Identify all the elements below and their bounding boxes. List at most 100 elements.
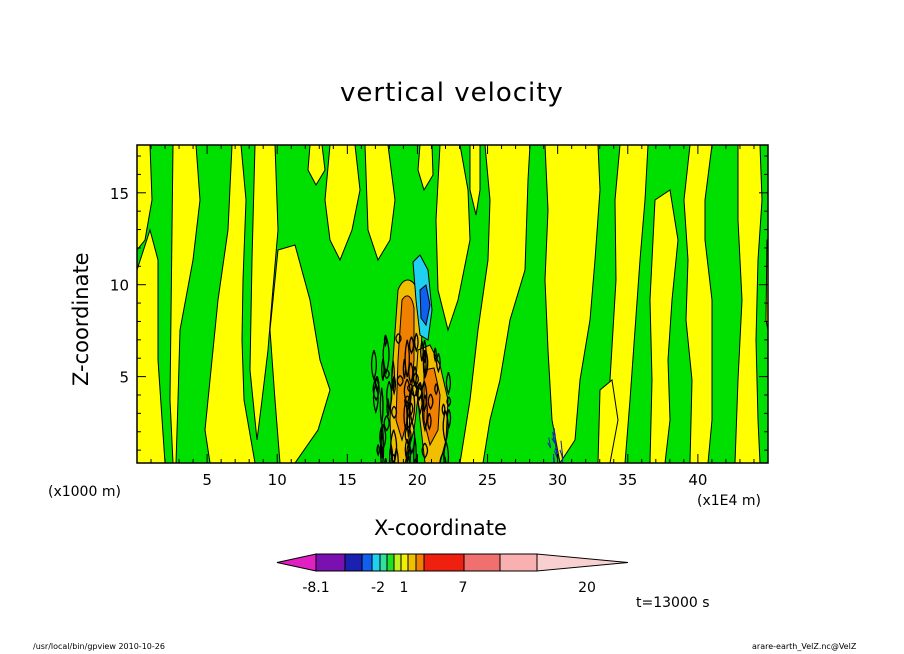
contour-line-59 <box>406 401 411 438</box>
contour-line-6 <box>382 336 390 375</box>
x-axis-unit: (x1E4 m) <box>697 493 761 509</box>
contour-line-31 <box>408 336 415 355</box>
contour-line-33 <box>433 347 437 363</box>
colorbar-cell-10 <box>415 553 425 572</box>
contour-line-27 <box>370 349 377 382</box>
contour-line-47 <box>420 380 428 414</box>
colorbar-cell-8 <box>400 553 409 572</box>
contour-line-32 <box>374 375 380 393</box>
contour-line-62 <box>412 366 418 387</box>
contour-line-66 <box>379 423 387 452</box>
contour-line-east-2 <box>551 453 556 463</box>
contour-line-east-6 <box>559 440 564 459</box>
footer-left: /usr/local/bin/gpview 2010-10-26 <box>33 642 165 651</box>
positive-region-16 <box>734 145 763 463</box>
positive-region-1 <box>137 145 166 463</box>
contour-line-29 <box>383 334 388 348</box>
contour-line-39 <box>384 369 390 380</box>
colorbar-label: 1 <box>400 580 409 596</box>
x-tick-label: 25 <box>478 471 497 489</box>
contour-line-65 <box>434 383 439 396</box>
contour-line-60 <box>402 358 407 379</box>
positive-region-8 <box>364 145 396 262</box>
contour-line-25 <box>405 443 412 463</box>
contour-line-28 <box>421 442 429 460</box>
x-axis-label: X-coordinate <box>374 516 507 540</box>
colorbar-cell-4 <box>371 553 381 572</box>
colorbar-label: -2 <box>371 580 385 596</box>
contour-line-east-8 <box>551 433 556 444</box>
downdraft-core-strong <box>419 284 431 327</box>
contour-line-8 <box>403 401 408 430</box>
x-tick-label: 20 <box>408 471 427 489</box>
colorbar-label: 20 <box>578 580 596 596</box>
contour-line-49 <box>372 377 380 402</box>
contour-line-58 <box>395 333 402 345</box>
contour-line-38 <box>376 444 380 457</box>
colorbar-cell-9 <box>407 553 417 572</box>
x-tick-label: 5 <box>202 471 212 489</box>
positive-region-7 <box>324 145 361 262</box>
contour-line-57 <box>408 362 414 385</box>
plot-frame <box>136 144 769 464</box>
chart-title: vertical velocity <box>340 78 564 108</box>
footer-right: arare-earth_VelZ.nc@VelZ <box>752 642 857 651</box>
contour-line-7 <box>379 387 384 425</box>
contour-line-48 <box>409 387 416 425</box>
colorbar-cell-13 <box>499 553 538 572</box>
colorbar-cell-7 <box>393 553 402 572</box>
contour-line-east-9 <box>547 437 552 449</box>
contour-line-56 <box>441 403 446 416</box>
contour-line-46 <box>404 339 410 378</box>
positive-region-18 <box>307 145 326 187</box>
positive-region-6 <box>269 244 331 463</box>
positive-region-2 <box>169 145 201 463</box>
y-axis-label: Z-coordinate <box>69 252 93 386</box>
contour-line-16 <box>445 372 452 396</box>
colorbar-label: -8.1 <box>302 580 329 596</box>
contour-line-69 <box>391 405 398 420</box>
colorbar-upper-arrow <box>536 553 629 572</box>
y-axis-unit: (x1000 m) <box>48 484 121 500</box>
contour-line-11 <box>396 375 404 387</box>
positive-region-14 <box>649 189 679 463</box>
contour-line-53 <box>383 415 390 432</box>
y-tick-label: 5 <box>119 369 129 387</box>
contour-line-54 <box>393 447 399 463</box>
colorbar-cell-11 <box>423 553 465 572</box>
colorbar-cell-6 <box>386 553 395 572</box>
colorbar-cell-5 <box>379 553 388 572</box>
positive-region-3 <box>137 145 153 251</box>
contour-line-34 <box>420 341 424 362</box>
contour-line-61 <box>380 424 384 459</box>
time-annotation: t=13000 s <box>636 595 710 611</box>
contour-line-51 <box>386 398 390 417</box>
positive-region-12 <box>544 145 601 463</box>
y-tick-label: 15 <box>110 185 129 203</box>
colorbar-cell-12 <box>463 553 501 572</box>
positive-region-13 <box>607 145 649 463</box>
colorbar-cell-1 <box>315 553 346 572</box>
colorbar-lower-arrow <box>276 553 317 572</box>
contour-line-14 <box>381 358 385 381</box>
contour-line-63 <box>427 393 434 411</box>
contour-line-21 <box>413 332 419 353</box>
colorbar-cell-3 <box>361 553 373 572</box>
x-tick-label: 15 <box>338 471 357 489</box>
contour-line-36 <box>404 425 412 446</box>
contour-line-20 <box>443 441 450 463</box>
positive-region-15 <box>683 145 713 463</box>
contour-line-50 <box>422 349 427 379</box>
contour-line-east-10 <box>560 453 564 463</box>
colorbar-label: 7 <box>459 580 468 596</box>
positive-region-11 <box>459 145 531 463</box>
field-layer <box>137 145 768 463</box>
contour-line-12 <box>388 444 394 463</box>
contour-line-55 <box>435 352 441 374</box>
y-tick-label: 10 <box>110 277 129 295</box>
contour-line-52 <box>446 396 452 407</box>
contour-line-40 <box>403 378 411 405</box>
positive-region-9 <box>435 145 471 332</box>
x-tick-label: 35 <box>618 471 637 489</box>
